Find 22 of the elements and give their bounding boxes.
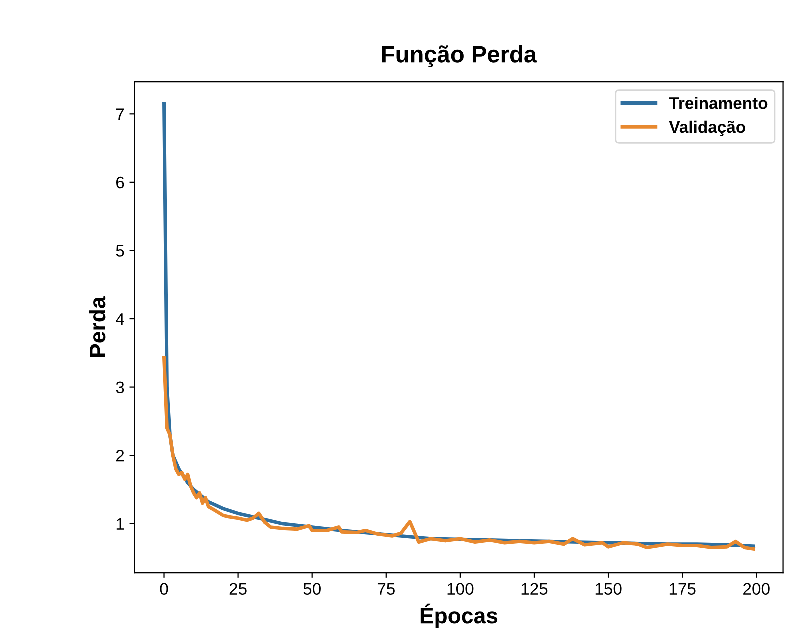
legend-label: Validação	[669, 120, 746, 136]
x-tick-label: 200	[744, 583, 770, 596]
x-tick-label: 0	[160, 583, 168, 596]
y-tick-label: 6	[116, 176, 124, 189]
x-tick-label: 25	[230, 583, 247, 596]
y-tick-label: 2	[116, 450, 124, 462]
y-tick-label: 4	[116, 314, 124, 326]
y-tick-label: 7	[116, 108, 124, 120]
x-tick-label: 125	[522, 583, 548, 596]
line-series	[162, 356, 756, 551]
x-tick-label: 175	[670, 583, 696, 596]
y-axis-title: Perda	[89, 296, 106, 357]
y-tick-label: 1	[116, 518, 124, 530]
legend-label: Treinamento	[669, 97, 768, 110]
y-tick-label: 3	[116, 382, 124, 394]
x-tick-label: 75	[378, 583, 395, 596]
x-axis-title: Épocas	[420, 604, 498, 628]
x-tick-label: 150	[596, 583, 622, 596]
x-tick-label: 50	[304, 583, 321, 596]
y-tick-label: 5	[116, 245, 124, 257]
x-tick-label: 100	[448, 583, 474, 596]
chart-title: Função Perda	[382, 45, 538, 68]
